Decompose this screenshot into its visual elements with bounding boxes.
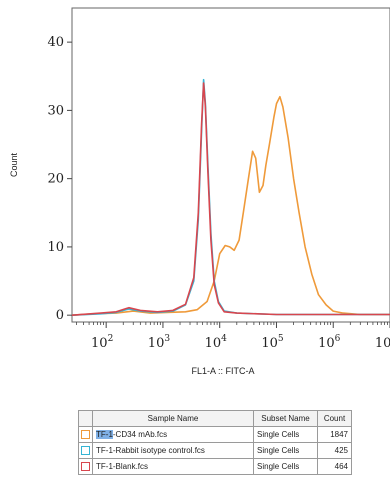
y-tick-label: 30 [47, 103, 64, 118]
legend-count: 1847 [317, 426, 352, 443]
x-tick-label: 105 [261, 334, 284, 351]
legend-header-row: Sample Name Subset Name Count [78, 410, 352, 427]
x-tick-label: 102 [91, 334, 113, 351]
sample-legend-table: Sample Name Subset Name Count TF-1-CD34 … [78, 410, 352, 475]
legend-sample-name-rest: -CD34 mAb.fcs [112, 430, 168, 439]
y-tick-label: 40 [47, 35, 64, 50]
red-swatch-icon [81, 462, 90, 472]
series-line-2 [71, 78, 390, 316]
legend-header-swatch [78, 410, 93, 427]
legend-row: TF-1-Rabbit isotype control.fcs Single C… [78, 442, 352, 459]
legend-swatch-cell [78, 458, 93, 475]
legend-count: 425 [317, 442, 352, 459]
x-tick-label: 104 [205, 334, 228, 351]
legend-header-sample-name: Sample Name [92, 410, 254, 427]
y-tick-label: 20 [47, 172, 64, 187]
legend-header-count: Count [317, 410, 352, 427]
plot-frame [71, 7, 390, 323]
series-line-3 [71, 82, 390, 316]
legend-sample-name: TF-1-CD34 mAb.fcs [92, 426, 254, 443]
x-tick-label: 107 [375, 334, 390, 351]
y-tick-label: 0 [56, 308, 64, 323]
orange-swatch-icon [81, 430, 90, 440]
cyan-swatch-icon [81, 446, 90, 456]
legend-row: TF-1-CD34 mAb.fcs Single Cells 1847 [78, 426, 352, 443]
legend-row: TF-1-Blank.fcs Single Cells 464 [78, 458, 352, 475]
legend-count: 464 [317, 458, 352, 475]
y-tick-label: 10 [47, 240, 64, 255]
x-tick-label: 106 [318, 334, 341, 351]
legend-subset-name: Single Cells [253, 458, 318, 475]
legend-header-subset-name: Subset Name [253, 410, 318, 427]
y-axis-title: Count [9, 153, 19, 178]
legend-sample-name: TF-1-Rabbit isotype control.fcs [92, 442, 254, 459]
legend-subset-name: Single Cells [253, 442, 318, 459]
x-tick-label: 103 [148, 334, 171, 351]
legend-subset-name: Single Cells [253, 426, 318, 443]
legend-swatch-cell [78, 426, 93, 443]
legend-swatch-cell [78, 442, 93, 459]
legend-sample-name: TF-1-Blank.fcs [92, 458, 254, 475]
series-line-1 [71, 95, 390, 316]
x-axis-title: FL1-A :: FITC-A [191, 366, 254, 376]
legend-sample-name-highlight: TF-1 [96, 430, 113, 439]
